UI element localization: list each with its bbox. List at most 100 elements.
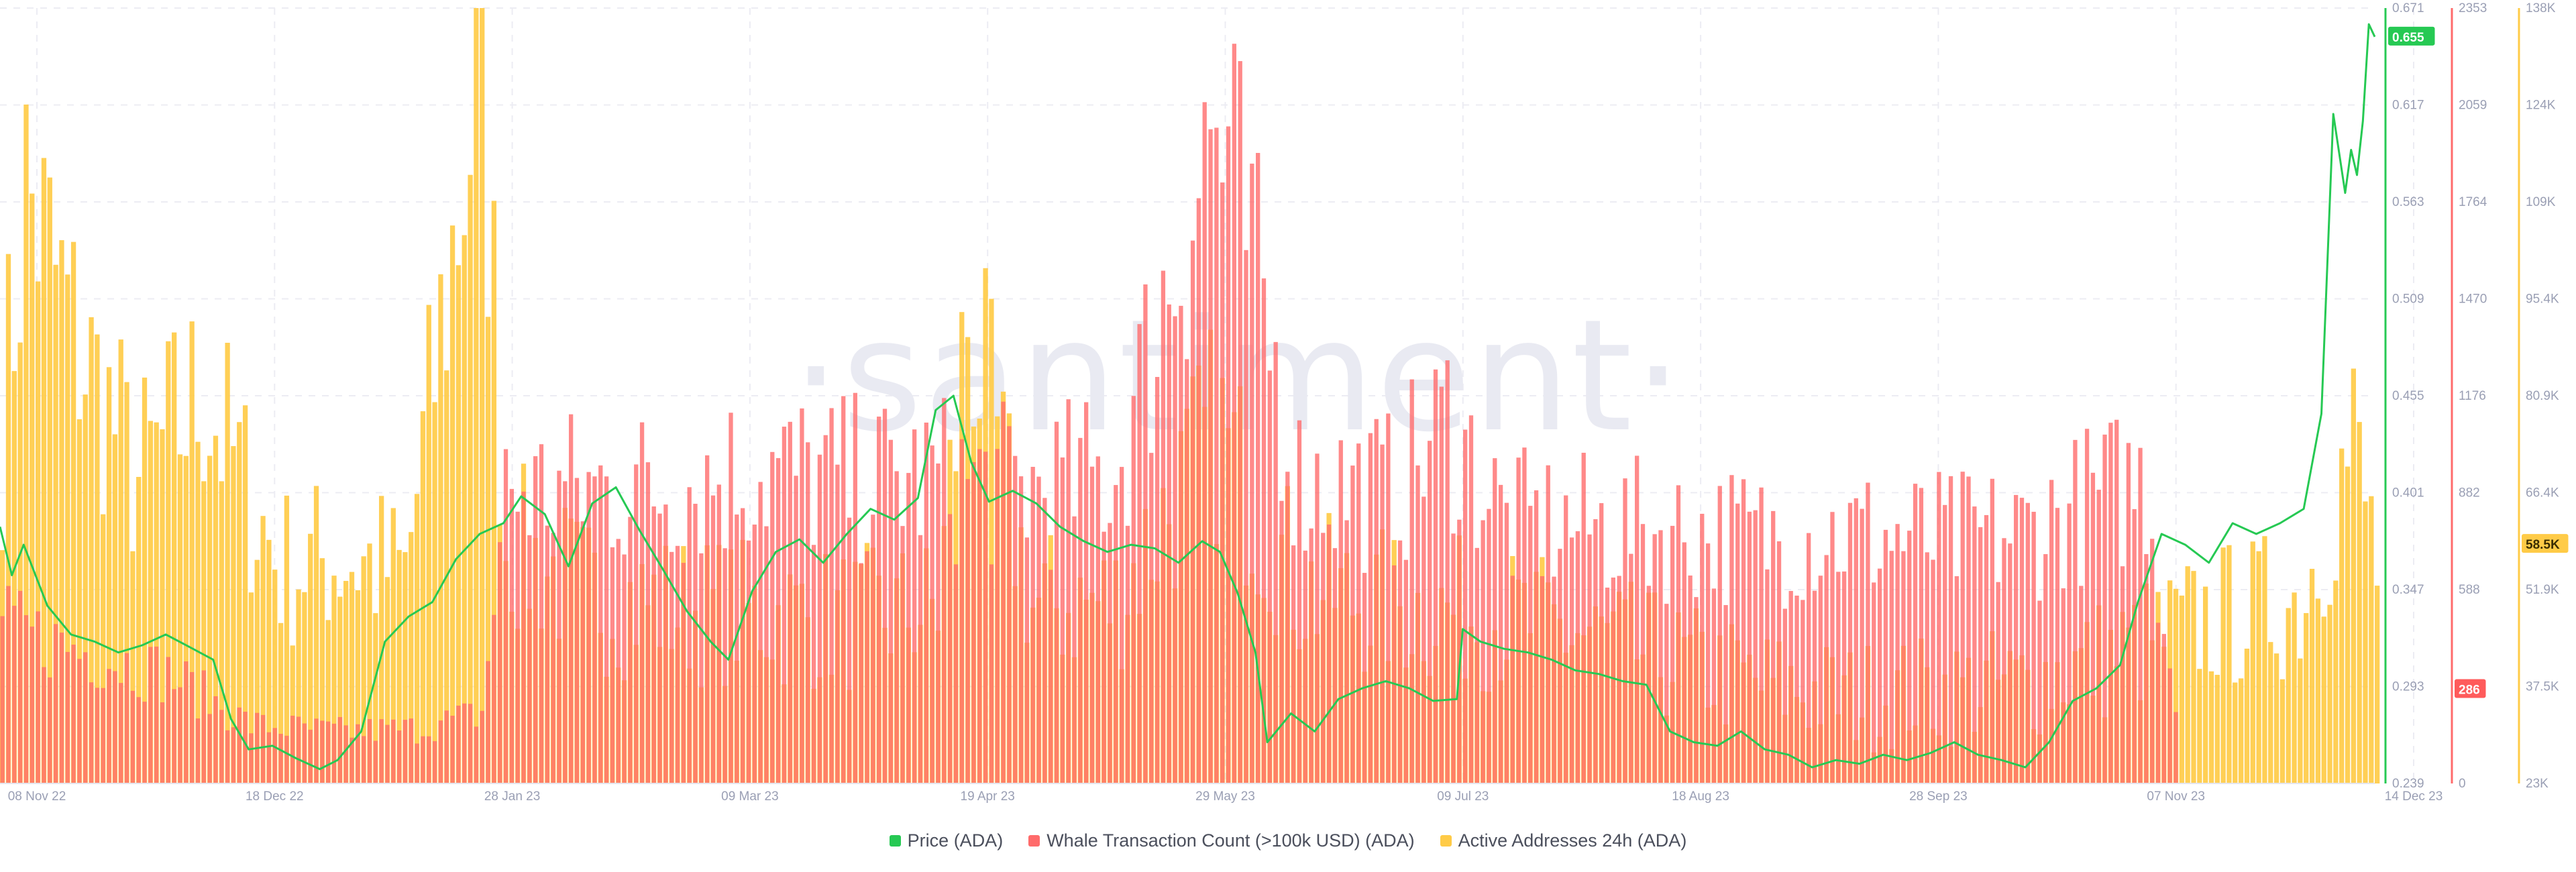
whale-transaction-bar: [1587, 534, 1592, 783]
whale-transaction-bar: [1421, 496, 1426, 783]
whale-transaction-bar: [2102, 434, 2107, 783]
whale-transaction-bar: [1984, 514, 1989, 783]
whale-transaction-bar: [1232, 44, 1237, 783]
whale-transaction-bar: [1173, 316, 1177, 784]
whale-transaction-bar: [651, 506, 656, 783]
whale-transaction-bar: [237, 707, 241, 783]
whale-transaction-bar: [2108, 423, 2113, 783]
axis-tick-whale: 1176: [2459, 389, 2486, 403]
active-address-bar: [2179, 595, 2184, 783]
whale-transaction-bar: [456, 705, 461, 783]
active-address-bar: [2375, 586, 2380, 783]
whale-transaction-bar: [1611, 578, 1616, 783]
whale-transaction-bar: [356, 724, 360, 783]
whale-transaction-bar: [533, 456, 538, 783]
active-address-bar: [367, 543, 372, 783]
whale-transaction-bar: [675, 545, 680, 783]
whale-transaction-bar: [474, 726, 479, 783]
whale-transaction-bar: [2126, 443, 2131, 783]
whale-transaction-bar: [1629, 553, 1633, 783]
whale-transaction-bar: [213, 696, 218, 783]
axis-tick-active: 80.9K: [2526, 389, 2559, 403]
active-address-bar: [373, 613, 378, 783]
active-address-bar: [118, 339, 123, 783]
active-address-bar: [313, 486, 319, 783]
whale-transaction-bar: [563, 481, 568, 783]
whale-transaction-bar: [965, 479, 970, 783]
whale-transaction-bar: [1108, 523, 1112, 783]
whale-transaction-bar: [1605, 588, 1610, 783]
active-address-bar: [491, 201, 497, 783]
whale-transaction-bar: [53, 624, 58, 783]
axis-tick-active: 124K: [2526, 99, 2556, 113]
active-address-bar: [2327, 604, 2332, 783]
whale-transaction-bar: [1771, 510, 1776, 783]
active-address-bar: [2321, 616, 2326, 783]
whale-transaction-bar: [468, 704, 473, 783]
active-address-bar: [420, 411, 426, 783]
whale-transaction-bar: [1018, 476, 1024, 783]
whale-transaction-bar: [1759, 487, 1764, 783]
active-address-bar: [237, 422, 242, 783]
whale-transaction-bar: [1084, 402, 1089, 783]
axis-tick-price: 0.347: [2392, 583, 2424, 597]
whale-transaction-bar: [1024, 537, 1030, 783]
legend-item-price[interactable]: Price (ADA): [889, 830, 1003, 851]
whale-transaction-bar: [1137, 324, 1142, 783]
whale-transaction-bar: [1729, 475, 1734, 783]
axis-tick-whale: 1470: [2459, 292, 2487, 307]
active-address-bar: [2339, 448, 2345, 783]
active-address-bar: [2244, 649, 2250, 783]
active-address-bar: [308, 533, 313, 783]
whale-transaction-bar: [1445, 360, 1450, 783]
whale-transaction-bar: [1593, 519, 1598, 783]
whale-transaction-bar: [1812, 590, 1817, 783]
axis-tick-active: 37.5K: [2526, 680, 2559, 694]
whale-transaction-bar: [1889, 551, 1894, 783]
whale-transaction-bar: [663, 504, 668, 783]
whale-transaction-bar: [124, 653, 129, 783]
whale-transaction-bar: [1546, 465, 1550, 783]
active-address-bar: [154, 422, 159, 783]
whale-transaction-bar: [1362, 573, 1367, 783]
legend-item-active[interactable]: Active Addresses 24h (ADA): [1440, 830, 1686, 851]
active-address-bar: [183, 455, 189, 783]
whale-transaction-bar: [1007, 426, 1012, 783]
whale-transaction-bar: [83, 652, 88, 783]
whale-transaction-bar: [1060, 457, 1065, 783]
active-address-bar: [95, 334, 100, 783]
axis-tick-price: 0.239: [2392, 777, 2424, 791]
active-address-bar: [355, 590, 360, 783]
whale-transaction-bar: [1782, 608, 1788, 783]
whale-transaction-bar: [1114, 485, 1118, 783]
active-address-bar: [76, 419, 83, 783]
active-address-bar: [2208, 671, 2214, 783]
whale-transaction-bar: [971, 461, 976, 783]
whale-transaction-bar: [1883, 529, 1888, 783]
whale-transaction-bar: [2043, 554, 2048, 783]
whale-transaction-bar: [2120, 566, 2125, 783]
whale-transaction-bar: [1948, 476, 1953, 783]
whale-transaction-bar: [1735, 503, 1740, 783]
whale-transaction-bar: [1167, 304, 1171, 783]
legend-item-whale[interactable]: Whale Transaction Count (>100k USD) (ADA…: [1028, 830, 1415, 851]
whale-transaction-bar: [396, 730, 402, 783]
active-address-bar: [414, 494, 420, 783]
whale-transaction-bar: [1386, 413, 1391, 783]
whale-transaction-bar: [2084, 429, 2090, 783]
whale-transaction-bar: [598, 465, 603, 783]
axis-tick-active: 23K: [2526, 777, 2548, 791]
active-address-bar: [142, 377, 148, 783]
active-address-bar: [325, 620, 331, 783]
whale-transaction-bar: [373, 741, 378, 783]
whale-transaction-bar: [545, 525, 549, 783]
whale-transaction-bar: [551, 533, 555, 783]
whale-transaction-bar: [1996, 582, 2000, 783]
whale-transaction-bar: [1374, 419, 1379, 783]
whale-transaction-bar: [900, 526, 905, 783]
whale-transaction-bar: [521, 491, 526, 783]
whale-transaction-bar: [1202, 102, 1207, 783]
active-address-bar: [480, 8, 485, 783]
whale-transaction-bar: [1776, 541, 1782, 783]
